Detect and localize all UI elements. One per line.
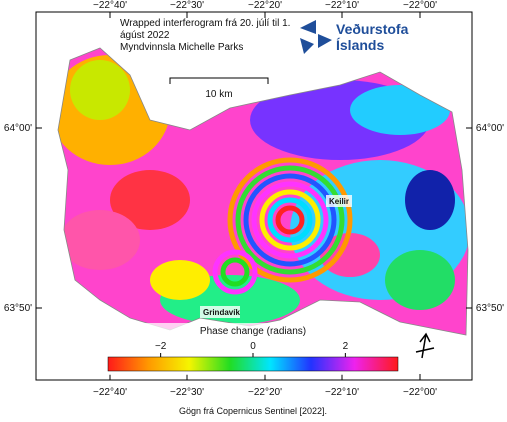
lat-label: 63°50' (476, 303, 504, 314)
north-arrow (415, 332, 435, 359)
lon-label: −22°40' (93, 0, 127, 11)
place-label: Grindavík (203, 308, 240, 317)
label-box (200, 306, 240, 318)
logo-text: Veðurstofa (336, 21, 409, 37)
logo-text: Íslands (336, 37, 384, 53)
lat-label: 64°00' (4, 123, 32, 134)
colorbar-tick-label: 2 (343, 341, 349, 352)
colorbar-tick-label: 0 (250, 341, 256, 352)
lon-label: −22°20' (248, 387, 282, 398)
colorbar (107, 356, 399, 372)
map-credit: Myndvinnsla Michelle Parks (120, 42, 244, 53)
lon-label: −22°10' (325, 387, 359, 398)
lat-label: 63°50' (4, 303, 32, 314)
lon-label: −22°40' (93, 387, 127, 398)
lon-label: −22°00' (403, 0, 437, 11)
lon-label: −22°30' (170, 387, 204, 398)
label-box (326, 195, 352, 207)
logo: Veðurstofa Íslands (300, 20, 409, 54)
lon-label: −22°30' (170, 0, 204, 11)
lat-label: 64°00' (476, 123, 504, 134)
scale-label: 10 km (205, 89, 232, 100)
colorbar-title: Phase change (radians) (200, 326, 306, 337)
lon-label: −22°20' (248, 0, 282, 11)
source: Gögn frá Copernicus Sentinel [2022]. (179, 406, 327, 416)
lon-label: −22°00' (403, 387, 437, 398)
map-title: Wrapped interferogram frá 20. júlí til 1… (120, 18, 291, 41)
coastline (57, 47, 469, 336)
place-label: Keilir (329, 197, 349, 206)
lon-label: −22°10' (325, 0, 359, 11)
scale-bar (169, 77, 269, 84)
colorbar-tick-label: −2 (155, 341, 167, 352)
